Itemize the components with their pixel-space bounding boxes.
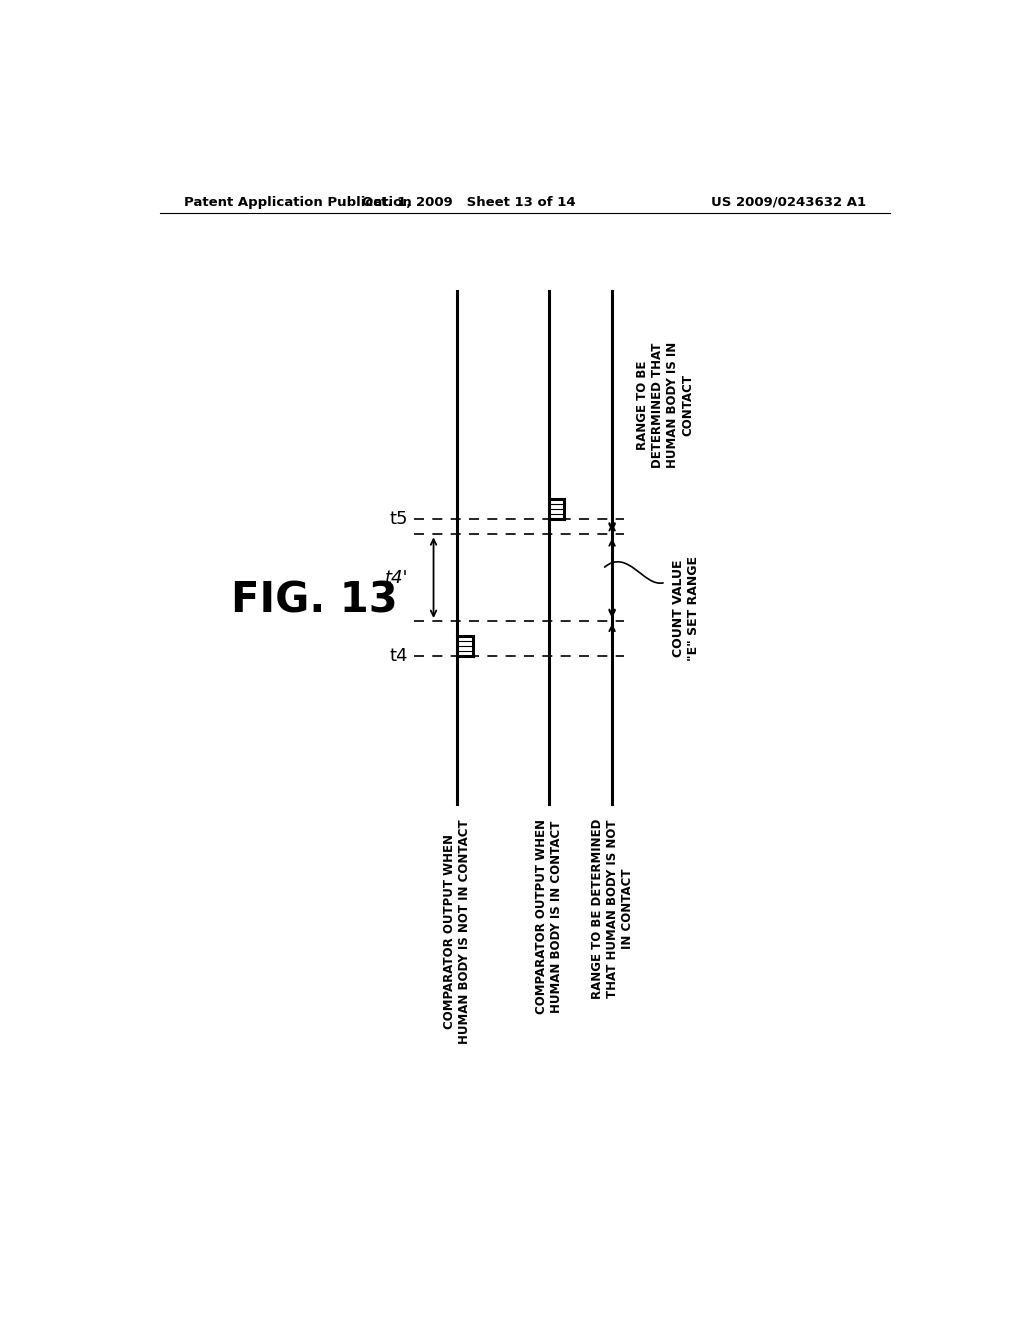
Text: t4: t4: [390, 647, 409, 665]
Text: RANGE TO BE DETERMINED
THAT HUMAN BODY IS NOT
IN CONTACT: RANGE TO BE DETERMINED THAT HUMAN BODY I…: [591, 818, 634, 999]
Text: FIG. 13: FIG. 13: [231, 579, 398, 622]
Text: COMPARATOR OUTPUT WHEN
HUMAN BODY IS NOT IN CONTACT: COMPARATOR OUTPUT WHEN HUMAN BODY IS NOT…: [443, 818, 471, 1044]
Text: Patent Application Publication: Patent Application Publication: [183, 195, 412, 209]
Text: Oct. 1, 2009   Sheet 13 of 14: Oct. 1, 2009 Sheet 13 of 14: [362, 195, 577, 209]
Text: COUNT VALUE
"E" SET RANGE: COUNT VALUE "E" SET RANGE: [672, 556, 699, 660]
Text: US 2009/0243632 A1: US 2009/0243632 A1: [711, 195, 866, 209]
Text: COMPARATOR OUTPUT WHEN
HUMAN BODY IS IN CONTACT: COMPARATOR OUTPUT WHEN HUMAN BODY IS IN …: [535, 818, 562, 1014]
Text: t5: t5: [390, 511, 409, 528]
Text: t4': t4': [385, 569, 409, 586]
Text: RANGE TO BE
DETERMINED THAT
HUMAN BODY IS IN
CONTACT: RANGE TO BE DETERMINED THAT HUMAN BODY I…: [636, 342, 694, 469]
